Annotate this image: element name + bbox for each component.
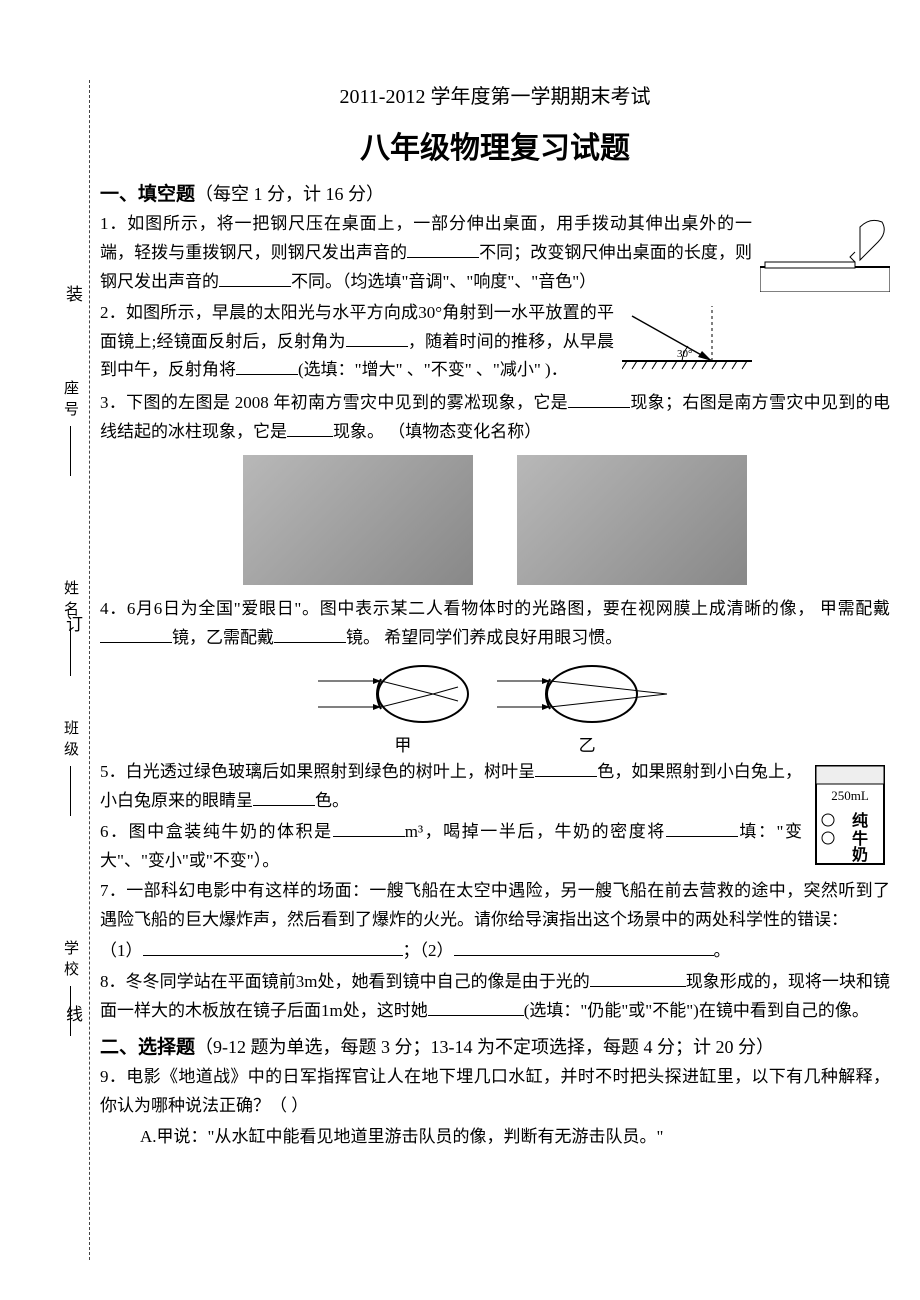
blank (274, 642, 346, 643)
q7-text-4: 。 (714, 941, 731, 960)
section-2-title: 二、选择题（9-12 题为单选，每题 3 分；13-14 为不定项选择，每题 4… (100, 1032, 890, 1059)
binding-school-text: 学校 (62, 940, 78, 982)
question-5: 5．白光透过绿色玻璃后如果照射到绿色的树叶上，树叶呈色，如果照射到小白兔上，小白… (100, 758, 890, 816)
blank (287, 436, 333, 437)
blank (253, 805, 315, 806)
blank (568, 407, 630, 408)
binding-class: 班级 (60, 720, 81, 816)
binding-margin: 装 订 线 学校 班级 姓名 座号 (30, 80, 90, 1260)
q4-label-yi: 乙 (497, 731, 677, 756)
binding-seat: 座号 (60, 380, 81, 476)
q9-text-1: 9．电影《地道战》中的日军指挥官让人在地下埋几口水缸，并时不时把头探进缸里，以下… (100, 1067, 890, 1115)
blank (143, 955, 403, 956)
svg-text:奶: 奶 (852, 845, 868, 864)
blank (428, 1015, 524, 1016)
question-3: 3．下图的左图是 2008 年初南方雪灾中见到的雾凇现象，它是现象；右图是南方雪… (100, 389, 890, 447)
q9-optA: A.甲说："从水缸中能看见地道里游击队员的像，判断有无游击队员。" (140, 1127, 663, 1146)
q5-text-3: 色。 (315, 791, 349, 810)
blank (333, 836, 405, 837)
q3-text-3: 现象。 （填物态变化名称） (333, 422, 541, 441)
q4-figures (100, 659, 890, 729)
question-7: 7．一部科幻电影中有这样的场面：一艘飞船在太空中遇险，另一艘飞船在前去营救的途中… (100, 877, 890, 935)
section-1-title: 一、填空题（每空 1 分，计 16 分） (100, 179, 890, 206)
header-semester: 2011-2012 学年度第一学期期末考试 (100, 80, 890, 109)
q3-photos (100, 455, 890, 585)
q4-figure-labels: 甲 乙 (100, 731, 890, 756)
page-content: 2011-2012 学年度第一学期期末考试 八年级物理复习试题 一、填空题（每空… (100, 80, 890, 1154)
header-title: 八年级物理复习试题 (100, 123, 890, 167)
blank (100, 642, 172, 643)
question-8: 8．冬冬同学站在平面镜前3m处，她看到镜中自己的像是由于光的现象形成的，现将一块… (100, 968, 890, 1026)
binding-school: 学校 (60, 940, 81, 1036)
q8-text-3: (选填："仍能"或"不能")在镜中看到自己的像。 (524, 1001, 869, 1020)
question-6: 6．图中盒装纯牛奶的体积是m³，喝掉一半后，牛奶的密度将填："变大"、"变小"或… (100, 818, 890, 876)
section-2-weight: （9-12 题为单选，每题 3 分；13-14 为不定项选择，每题 4 分；计 … (195, 1037, 774, 1057)
binding-zhuang: 装 (66, 280, 83, 305)
blank (535, 776, 597, 777)
q4-label-jia: 甲 (313, 731, 493, 756)
section-1-weight: （每空 1 分，计 16 分） (195, 184, 384, 204)
blank (590, 986, 686, 987)
section-1-label: 一、填空题 (100, 184, 195, 205)
q1-text-3: 不同。（均选填"音调"、"响度"、"音色"） (291, 272, 596, 291)
blank (219, 286, 291, 287)
blank (454, 955, 714, 956)
q3-photo-right (517, 455, 747, 585)
binding-seat-text: 座号 (62, 380, 78, 422)
blank (346, 346, 408, 347)
q5-q6-block: 250mL 纯 牛 奶 5．白光透过绿色玻璃后如果照射到绿色的树叶上，树叶呈色，… (100, 758, 890, 876)
question-2: 30° 2．如图所示，早晨的太阳光与水平方向成30°角射到一水平放置的平面镜上;… (100, 299, 890, 386)
q6-milk-figure: 250mL 纯 牛 奶 (810, 760, 890, 870)
section-2-label: 二、选择题 (100, 1037, 195, 1058)
q4-text-1: 4．6月6日为全国"爱眼日"。图中表示某二人看物体时的光路图，要在视网膜上成清晰… (100, 599, 890, 618)
q6-text-1: 6．图中盒装纯牛奶的体积是 (100, 822, 333, 841)
binding-class-text: 班级 (62, 720, 78, 762)
question-9: 9．电影《地道战》中的日军指挥官让人在地下埋几口水缸，并时不时把头探进缸里，以下… (100, 1063, 890, 1121)
q4-text-3: 镜。 希望同学们养成良好用眼习惯。 (346, 628, 622, 647)
svg-text:30°: 30° (677, 348, 692, 360)
q4-text-2: 镜，乙需配戴 (172, 628, 274, 647)
question-1: 1．如图所示，将一把钢尺压在桌面上，一部分伸出桌面，用手拨动其伸出桌外的一端，轻… (100, 210, 890, 297)
blank (666, 836, 738, 837)
question-7-blanks: （1） ；（2） 。 (100, 937, 890, 966)
q2-figure: 30° (622, 301, 752, 381)
q7-text-2: （1） (100, 941, 143, 960)
q6-text-2: m³，喝掉一半后，牛奶的密度将 (405, 822, 666, 841)
blank (407, 257, 479, 258)
q8-text-1: 8．冬冬同学站在平面镜前3m处，她看到镜中自己的像是由于光的 (100, 972, 590, 991)
svg-text:纯: 纯 (852, 811, 868, 830)
question-4: 4．6月6日为全国"爱眼日"。图中表示某二人看物体时的光路图，要在视网膜上成清晰… (100, 595, 890, 653)
svg-text:牛: 牛 (852, 829, 868, 848)
binding-name: 姓名 (60, 580, 81, 676)
q7-text-1: 7．一部科幻电影中有这样的场面：一艘飞船在太空中遇险，另一艘飞船在前去营救的途中… (100, 881, 890, 929)
q1-figure (760, 212, 890, 302)
q4-eye-yi (497, 659, 677, 729)
q4-eye-jia (313, 659, 493, 729)
milk-volume-label: 250mL (831, 788, 869, 803)
blank (236, 374, 298, 375)
binding-name-text: 姓名 (62, 580, 78, 622)
q3-photo-left (243, 455, 473, 585)
q7-text-3: ；（2） (403, 941, 454, 960)
question-9-option-a: A.甲说："从水缸中能看见地道里游击队员的像，判断有无游击队员。" (100, 1123, 890, 1152)
q2-text-3: (选填："增大" 、"不变" 、"减小" )． (298, 360, 568, 379)
q3-text-1: 3．下图的左图是 2008 年初南方雪灾中见到的雾凇现象，它是 (100, 393, 568, 412)
q5-text-1: 5．白光透过绿色玻璃后如果照射到绿色的树叶上，树叶呈 (100, 762, 535, 781)
